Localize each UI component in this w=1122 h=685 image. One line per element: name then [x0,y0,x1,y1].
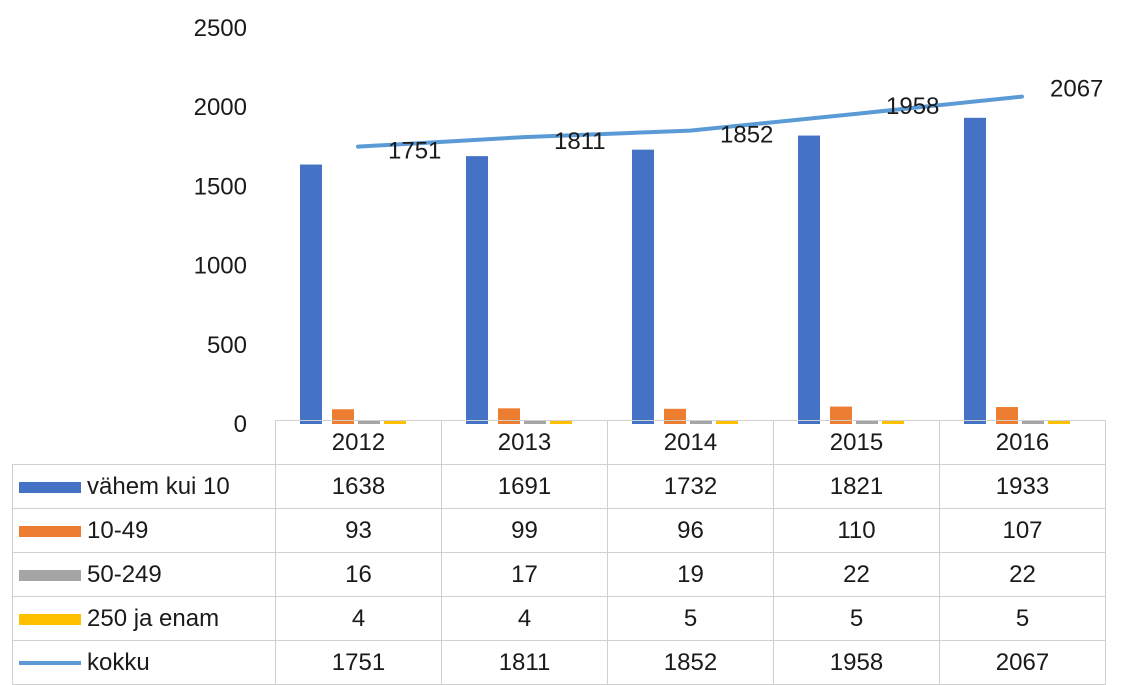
series-name-cell: 250 ja enam [12,596,276,641]
data-cell: 1638 [275,464,442,509]
data-table-header-row: 2012 2013 2014 2015 2016 [12,420,1106,465]
data-cell: 16 [275,552,442,597]
bar-10-49 [830,406,852,424]
series-name: 250 ja enam [87,604,220,632]
series-name-cell: 50-249 [12,552,276,597]
total-data-label: 1958 [886,93,939,120]
series-name-cell: 10-49 [12,508,276,553]
data-cell: 1751 [275,640,442,685]
data-cell: 17 [441,552,608,597]
y-tick-label: 2500 [194,15,247,42]
series-name: vähem kui 10 [87,472,230,500]
total-line [356,94,1024,149]
series-name: 50-249 [87,560,162,588]
data-cell: 22 [939,552,1106,597]
data-cell: 1821 [773,464,940,509]
total-data-label: 1852 [720,122,773,149]
data-table-corner [12,420,276,465]
series-name-cell: kokku [12,640,276,685]
data-cell: 110 [773,508,940,553]
bar-vähem-kui-10 [964,117,986,424]
data-cell: 96 [607,508,774,553]
data-cell: 93 [275,508,442,553]
data-table-row: 50-249 16 17 19 22 22 [12,552,1106,597]
total-data-label: 2067 [1050,76,1103,103]
x-tick-label: 2015 [773,420,940,465]
series-name: 10-49 [87,516,149,544]
legend-key-vähem-kui-10 [19,481,81,493]
data-table-row: 250 ja enam 4 4 5 5 5 [12,596,1106,641]
series-name: kokku [87,648,150,676]
data-cell: 1732 [607,464,774,509]
legend-key-kokku [19,661,81,666]
legend-key-50-249 [19,569,81,581]
y-tick-label: 1500 [194,173,247,200]
data-cell: 107 [939,508,1106,553]
total-line-series [356,94,1024,149]
data-cell: 22 [773,552,940,597]
x-tick-label: 2014 [607,420,774,465]
bar-vähem-kui-10 [466,156,488,424]
bar-series [300,117,1070,425]
x-tick-label: 2016 [939,420,1106,465]
data-cell: 1811 [441,640,608,685]
series-name-cell: vähem kui 10 [12,464,276,509]
data-cell: 4 [275,596,442,641]
bar-vähem-kui-10 [632,149,654,425]
data-cell: 2067 [939,640,1106,685]
x-tick-label: 2012 [275,420,442,465]
data-table: 2012 2013 2014 2015 2016 vähem kui 10 163… [12,420,1106,685]
y-tick-label: 2000 [194,94,247,121]
data-cell: 5 [773,596,940,641]
legend-key-10-49 [19,525,81,537]
total-data-label: 1751 [388,138,441,165]
data-cell: 4 [441,596,608,641]
data-table-row: kokku 1751 1811 1852 1958 2067 [12,640,1106,685]
y-tick-label: 500 [207,332,247,359]
legend-key-250-ja-enam [19,613,81,625]
data-table-row: 10-49 93 99 96 110 107 [12,508,1106,553]
data-cell: 1852 [607,640,774,685]
data-cell: 5 [607,596,774,641]
data-cell: 19 [607,552,774,597]
data-table-row: vähem kui 10 1638 1691 1732 1821 1933 [12,464,1106,509]
data-cell: 1691 [441,464,608,509]
y-tick-label: 1000 [194,253,247,280]
data-cell: 1933 [939,464,1106,509]
x-tick-label: 2013 [441,420,608,465]
total-data-labels: 1751 1811 1852 1958 2067 [388,76,1103,165]
data-cell: 99 [441,508,608,553]
data-cell: 1958 [773,640,940,685]
bar-10-49 [996,407,1018,424]
bar-vähem-kui-10 [300,164,322,424]
bar-vähem-kui-10 [798,135,820,425]
data-cell: 5 [939,596,1106,641]
total-data-label: 1811 [554,128,606,155]
